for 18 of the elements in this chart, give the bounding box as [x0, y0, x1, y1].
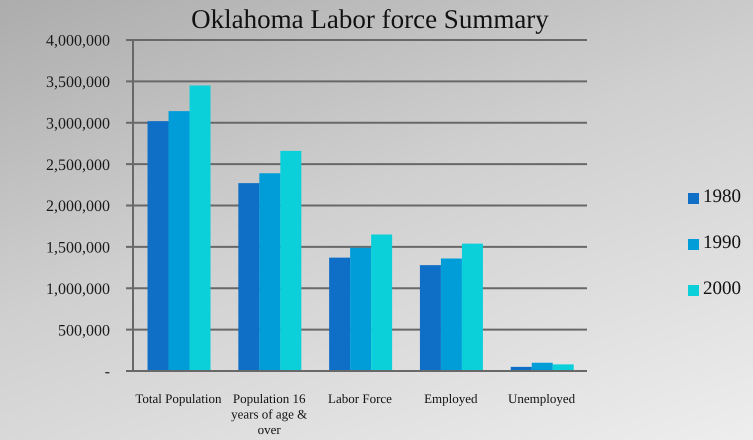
x-tick-label: Employed — [424, 390, 478, 406]
y-tick-label: 3,000,000 — [46, 115, 110, 132]
y-tick-label: 1,000,000 — [46, 280, 110, 298]
legend-label: 2000 — [703, 278, 741, 299]
y-tick-label: - — [104, 364, 110, 381]
y-tick-label: 500,000 — [58, 322, 110, 340]
y-tick-label: 4,000,000 — [46, 32, 110, 50]
y-tick-label: 2,000,000 — [46, 198, 110, 216]
legend-label: 1980 — [703, 186, 741, 207]
chart-title: Oklahoma Labor force Summary — [190, 4, 550, 34]
y-tick-label: 2,500,000 — [46, 156, 110, 174]
legend-label: 1990 — [703, 232, 741, 253]
y-tick-label: 3,500,000 — [46, 74, 110, 92]
x-tick-label: Labor Force — [328, 390, 392, 406]
x-tick-label: Unemployed — [508, 390, 576, 406]
x-tick-label: Total Population — [135, 390, 222, 406]
y-tick-label: 1,500,000 — [46, 240, 110, 257]
x-tick-label: Population 16 years of age & over — [231, 390, 308, 437]
